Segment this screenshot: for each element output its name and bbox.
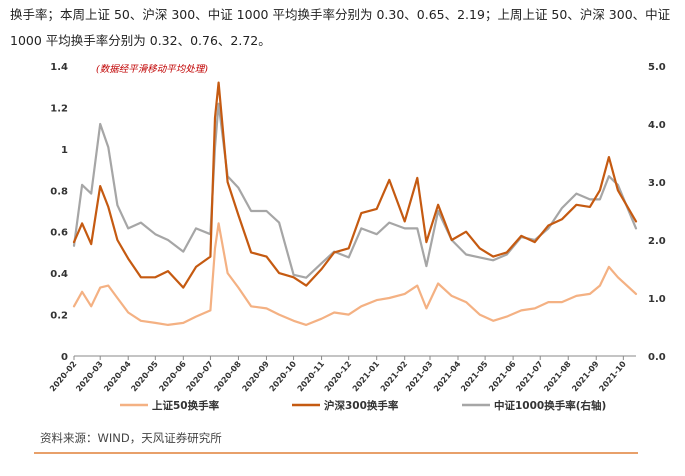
y-left-tick-label: 1.2 <box>50 103 68 114</box>
smoothing-note: (数据经平滑移动平均处理) <box>96 64 208 75</box>
x-tick-label: 2021-01 <box>351 359 382 393</box>
turnover-line-chart: 0 0.2 0.4 0.6 0.8 1 1.2 1.4 0.0 1.0 2.0 3.0 4.0 5.0 20… <box>48 62 666 412</box>
x-tick-label: 2021-04 <box>432 359 463 393</box>
y-right-tick-label: 0.0 <box>648 352 666 363</box>
x-tick-label: 2020-08 <box>212 359 243 393</box>
y-left-tick-label: 0.8 <box>50 186 68 197</box>
axis-frame <box>73 355 636 360</box>
y-left-tick-label: 0.4 <box>50 269 68 280</box>
legend-item-2: 中证1000换手率(右轴) <box>462 399 606 412</box>
y-left-tick-label: 0.2 <box>50 311 68 322</box>
x-tick-label: 2020-07 <box>184 360 214 394</box>
x-tick-label: 2020-03 <box>74 360 104 394</box>
x-tick-label: 2021-03 <box>404 360 434 394</box>
x-tick-label: 2020-09 <box>240 359 271 393</box>
x-tick-label: 2021-06 <box>487 359 518 393</box>
x-tick-label: 2021-09 <box>570 359 601 393</box>
y-right-tick-label: 1.0 <box>648 294 666 305</box>
bottom-rule <box>34 452 638 454</box>
legend-label: 沪深300换手率 <box>324 399 399 412</box>
series-line-1 <box>72 81 638 289</box>
series-line-0 <box>72 222 638 326</box>
legend-label: 上证50换手率 <box>152 399 220 412</box>
legend: 上证50换手率 沪深300换手率 中证1000换手率(右轴) <box>120 399 606 412</box>
x-tick-label: 2021-08 <box>542 359 573 393</box>
source-note: 资料来源：WIND，天风证券研究所 <box>40 431 222 445</box>
x-tick-label: 2020-10 <box>268 359 299 393</box>
x-tick-label: 2020-12 <box>323 360 353 394</box>
intro-text: 换手率；本周上证 50、沪深 300、中证 1000 平均换手率分别为 0.30… <box>10 7 671 48</box>
series-layer <box>72 81 638 326</box>
y-left-tick-label: 1 <box>61 145 68 156</box>
y-right-tick-label: 5.0 <box>648 62 666 73</box>
x-tick-label: 2020-05 <box>129 359 160 393</box>
y-left-tick-label: 0.6 <box>50 228 68 239</box>
x-tick-label: 2021-07 <box>514 360 544 394</box>
series-line-2 <box>72 102 638 279</box>
y-left-tick-label: 0 <box>61 352 68 363</box>
x-tick-label: 2021-05 <box>459 359 490 393</box>
x-tick-label: 2020-06 <box>157 359 188 393</box>
legend-item-0: 上证50换手率 <box>120 399 220 412</box>
legend-item-1: 沪深300换手率 <box>292 399 399 412</box>
y-right-tick-label: 2.0 <box>648 236 666 247</box>
x-tick-label: 2021-10 <box>597 359 628 393</box>
y-right-tick-label: 3.0 <box>648 178 666 189</box>
y-left-tick-label: 1.4 <box>50 62 68 73</box>
x-tick-label: 2020-04 <box>102 359 133 393</box>
x-tick-label: 2020-11 <box>296 359 327 393</box>
legend-label: 中证1000换手率(右轴) <box>494 399 606 412</box>
y-right-tick-label: 4.0 <box>648 120 666 131</box>
